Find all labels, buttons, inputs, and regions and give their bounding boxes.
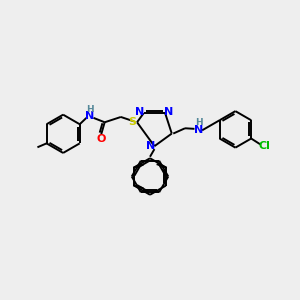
Text: N: N (194, 125, 203, 135)
Text: H: H (195, 118, 203, 127)
Text: Cl: Cl (259, 141, 271, 151)
Text: S: S (129, 117, 136, 127)
Text: H: H (86, 105, 94, 114)
Text: N: N (135, 107, 145, 117)
Text: N: N (146, 141, 155, 151)
Text: N: N (85, 111, 94, 122)
Text: N: N (164, 107, 174, 117)
Text: O: O (96, 134, 106, 144)
